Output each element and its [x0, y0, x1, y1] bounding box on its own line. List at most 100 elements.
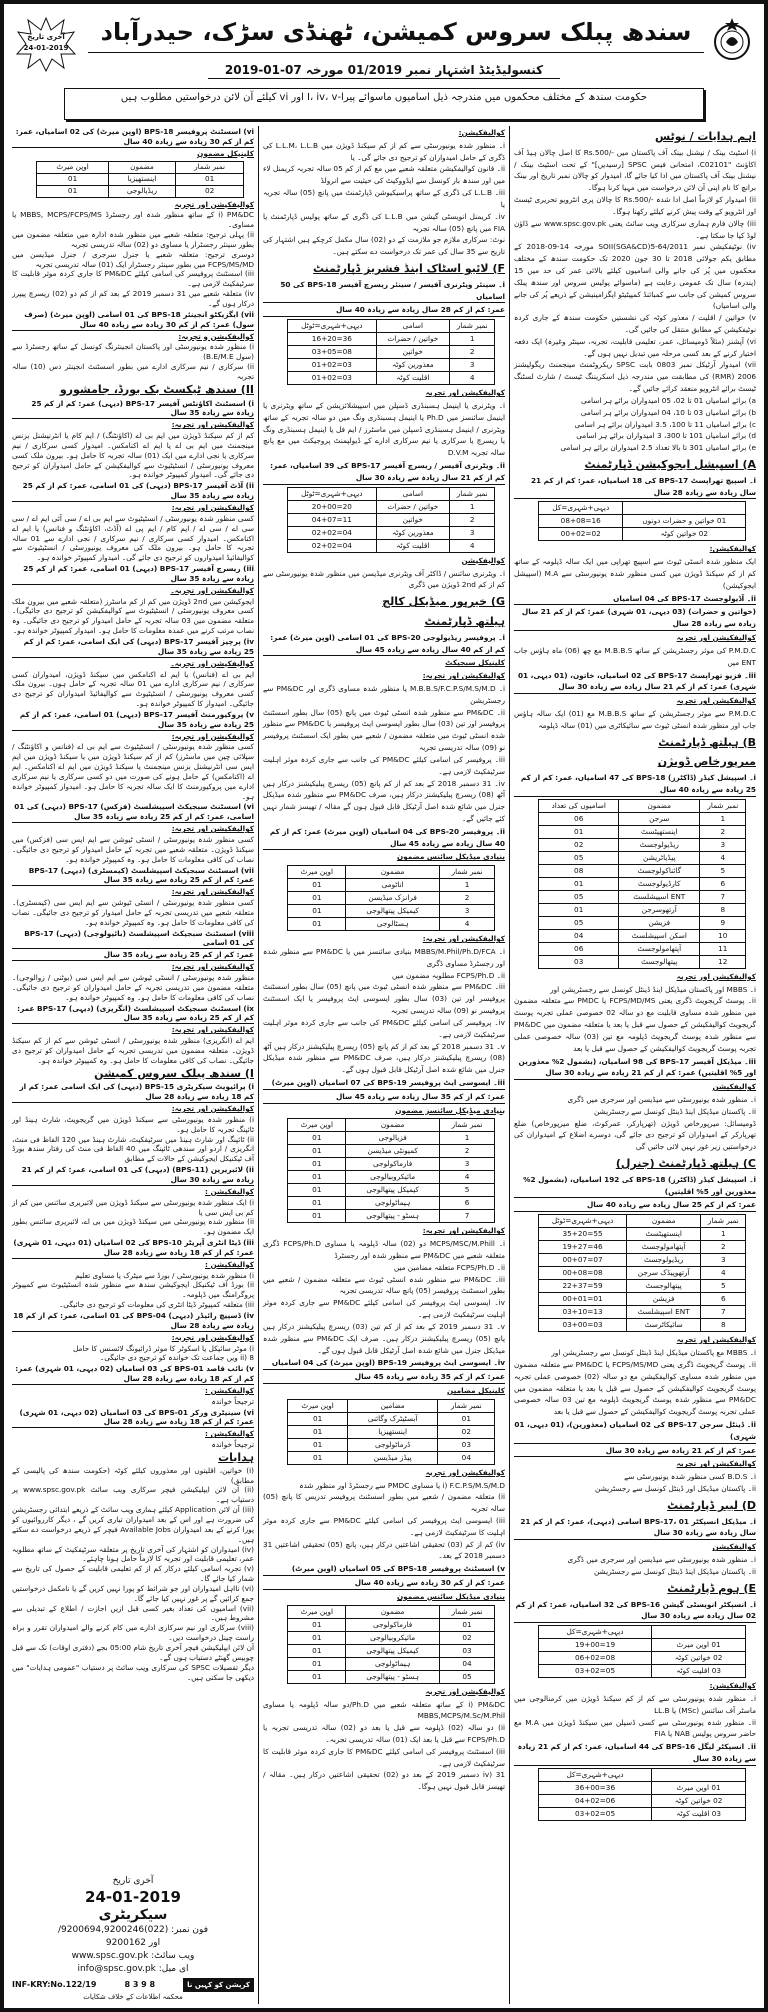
table-row: 7 ہسٹو - پیتھالوجی 01: [287, 1209, 496, 1224]
subheading: کوالیفکیشن اور تجربہ:: [171, 420, 254, 430]
post-title: i۔ پروفیسر ریڈیولوجی BPS-20 کی 01 اسامی …: [263, 632, 505, 657]
table-cell: آرتھوپیڈک سرجن: [625, 1266, 702, 1281]
table-cell: 36=36+00: [538, 1780, 652, 1795]
table-cell: 03 اقلیت کوٹہ: [650, 1664, 747, 1679]
vacancy-table: دیہی+شہری=کل 01 اوپن میرٹ 19=19+00 02 خواتی…: [538, 1625, 747, 1679]
post-title: i۔ اسپیشل کیڈر (ڈاکٹرز) BPS-18 کی 192 اس…: [514, 1174, 756, 1199]
table-header-cell: مضمون: [345, 1604, 440, 1619]
footer: آخری تاریخ 24-01-2019 سیکریٹری فون نمبر:…: [12, 1871, 254, 2004]
subheading: کوالیفکیشن اور تجربہ: [676, 696, 756, 706]
table-cell: 03: [438, 1643, 496, 1658]
table-row: 6 ہیماٹولوجی 01: [287, 1196, 496, 1211]
paragraph: iv۔ 31 دسمبر 2018 کے بعد کم از کم پانچ (…: [263, 778, 505, 823]
helpline-number: 8 3 9 8: [124, 1980, 156, 1989]
paragraph: ii) 8 ویں جماعت تک خواندہ کو ترجیح دی جا…: [99, 1353, 254, 1363]
table-row: 02 مائیکروبیالوجی 01: [287, 1630, 496, 1645]
paragraph: ii۔ منظور شدہ یونیورسٹی سے کسی ڈسپلن میں…: [514, 1717, 756, 1739]
table-cell: کارڈیولوجسٹ: [618, 876, 701, 891]
post-title: iv) ڈسپیچ رائیڈر (دیہی) BPS-04 کی 01 اسا…: [12, 1310, 254, 1332]
table-cell: معذورین کوٹہ: [375, 525, 451, 540]
table-cell: 03 اقلیت کوٹہ: [650, 1806, 747, 1821]
paragraph: v۔ 31 دسمبر 2019 کے بعد کم از کم تین (03…: [263, 1321, 505, 1355]
paragraph: ترجیحاً خواندہ: [211, 1440, 254, 1450]
subheading: کوالیفکیشن اور تجربہ: [676, 1459, 756, 1469]
paragraph: ii۔ پاکستان میڈیکل اور ڈینٹل کونسل سے رج…: [595, 1484, 756, 1493]
post-title: ii۔ انسپکٹر لیگل BPS-16 کی 44 اسامیاں، ع…: [514, 1741, 756, 1766]
post-title: vi) اسسٹنٹ پروفیسر BPS-18 (اوپن میرٹ) کی…: [12, 127, 254, 148]
table-cell: 01: [287, 891, 347, 906]
paragraph: ii۔ FCPS/Ph.D مطلوبہ مضمون میں: [391, 970, 505, 980]
paragraph: i۔ MBBS/M.Phil/Ph.D/FCA بنیادی سائنسز می…: [263, 947, 505, 968]
paragraph: iii۔ پروفیسر کی اسامی کیلئے PM&DC کی جان…: [263, 754, 505, 776]
website-link[interactable]: ویب سائٹ: www.spsc.gov.pk: [71, 1951, 195, 1961]
paragraph: iv۔ کریمنل انویسٹی گیشن میں L.L.B کی ڈگر…: [263, 211, 505, 233]
table-cell: فرانزک میڈیسن: [345, 891, 440, 906]
table-cell: 4: [449, 371, 496, 386]
paragraph: iv) نوٹیفکیشن نمبر SOII(SGA&CD)5-64/2011…: [514, 242, 756, 311]
subheading: کوالیفکیشن اور تجربہ:: [171, 1332, 254, 1342]
post-title: vi) اسسٹنٹ سبجیکٹ اسپیشلسٹ (فزکس) BPS-17…: [12, 802, 254, 824]
post-title: i۔ اسپیچ تھراپسٹ BPS-17 کی 18 اسامیاں، ع…: [514, 475, 756, 500]
subheading: کلینیکل سبجیکٹ: [445, 658, 505, 668]
table-row: 05 ہسٹو - پیتھالوجی 01: [287, 1669, 496, 1684]
section-heading: D) لیبر ڈپارٹمنٹ: [667, 1498, 756, 1512]
secretary-title: سیکریٹری: [98, 1907, 168, 1923]
subheading: کوالیفکیشن اور تجربہ:: [171, 503, 254, 512]
post-title: iii) ریسرچ آفیسر BPS-17 (دیہی) 01 اسامی،…: [12, 564, 254, 585]
table-cell: ریڈیولوجسٹ: [625, 1253, 702, 1268]
table-header-cell: مضمون: [618, 798, 701, 813]
table-row: 4 اقلیت کوٹہ 03=01+02: [287, 371, 496, 386]
subheading: کوالیفکیشن :: [205, 1259, 254, 1269]
subheading: کوالیفکیشن اور تجربہ: [676, 971, 756, 981]
post-title: i۔ میڈیکل انسپکٹر BPS-17، 01 اسامی (دیہی…: [514, 1516, 756, 1541]
post-title: عمر: کم از کم 25 سال زیادہ سے زیادہ 40 س…: [514, 1199, 756, 1213]
paragraph: i) PM&DC کے ساتھ منظور شدہ اور رجسٹرڈ MB…: [12, 210, 255, 230]
table-cell: 01: [287, 1131, 347, 1146]
table-cell: 02: [174, 184, 245, 198]
table-cell: 04: [538, 928, 620, 943]
table-cell: 1: [699, 811, 747, 826]
table-cell: 02 خواتین کوٹہ: [650, 1651, 747, 1666]
paragraph: (i) خواتین، اقلیتوں اور معذوروں کیلئے کو…: [12, 1465, 254, 1485]
post-title: i) اسسٹنٹ اکاؤنٹس آفیسر BPS-17 (دیہی) عم…: [12, 399, 254, 420]
table-header-cell: مضمون: [345, 865, 440, 880]
paragraph: iii۔ PM&DC سے منظور شدہ انسٹی ٹیوٹ سے مت…: [263, 1274, 505, 1296]
table-cell: 01 اوپن میرٹ: [650, 1638, 747, 1653]
table-cell: ہسٹالوجی: [345, 917, 440, 932]
paragraph: i) PM&DC کے ساتھ متعلقہ شعبے میں Ph.D/دو…: [263, 1699, 505, 1721]
table-cell: 6: [438, 1196, 496, 1211]
paragraph: i) منظور شدہ یونیورسٹی اور پاکستان انجین…: [12, 342, 254, 362]
table-row: 10 اسکن اسپیشلسٹ 04: [538, 928, 747, 943]
phone-numbers: فون نمبر: (022)9200694,9200246/: [58, 1925, 208, 1935]
table-cell: 01: [538, 902, 620, 917]
table-row: 03 کیمیکل پیتھالوجی 01: [287, 1643, 496, 1658]
post-title: i) پرائیویٹ سیکریٹری BPS-15 (دیہی) کی ای…: [12, 1082, 254, 1104]
table-header-cell: اوپن میرٹ: [287, 865, 347, 880]
section-heading: C) ہیلتھ ڈپارٹمنٹ (جنرل): [615, 1157, 756, 1170]
paragraph: i۔ M.B.B.S/F.C.P.S/M.S/M.D یا منظور شدہ …: [263, 684, 505, 705]
vacancy-table: دیہی+شہری=کل 01 خواتین و حضرات دونوں 16=08…: [538, 501, 747, 542]
table-header-cell: مضمون: [107, 160, 176, 174]
table-header-cell: دیہی+شہری=ٹوٹل: [538, 1214, 627, 1229]
paragraph: ii) منظور شدہ یونیورسٹی میں سیکنڈ ڈویژن …: [12, 1217, 254, 1237]
table-row: 3 کیمیکل پیتھالوجی 01: [287, 904, 496, 919]
table-row: 6 فزیشن 01=00+01: [538, 1292, 747, 1307]
email-link[interactable]: ای میل: info@spsc.gov.pk: [77, 1964, 189, 1974]
table-header-cell: [650, 1625, 747, 1640]
paragraph: P.M.D.C سے موثر رجسٹریشن کے ساتھ M.B.B.S…: [514, 708, 756, 730]
table-header-cell: نمبر شمار: [438, 1118, 496, 1133]
paragraph: ii۔ FCPS/Ph.D متعلقہ مضامین میں: [393, 1262, 505, 1272]
paragraph: b) برائے اسامیاں 03 تا 10، 04 امیدواران …: [580, 407, 756, 417]
starburst-icon: [15, 16, 77, 73]
table-row: 3 معذورین کوٹہ 03=01+02: [287, 358, 496, 373]
post-title: ii۔ ڈینٹل سرجن BPS-17 کی 02 اسامیاں (معذ…: [514, 1419, 756, 1444]
table-cell: 4: [700, 1266, 747, 1281]
section-heading: ہدایات: [218, 1450, 254, 1464]
table-cell: 01: [287, 1183, 347, 1198]
paragraph: (iii) آن لائن Application کیلئے ہماری وی…: [12, 1505, 254, 1544]
section-heading: II) سندھ ٹیکسٹ بک بورڈ، جامشورو: [59, 382, 254, 396]
subheading: کوالیفکیشن اور تجربہ: [676, 1335, 756, 1345]
table-cell: 36=16+20: [287, 332, 377, 347]
subheading: کوالیفکیشن اور تجربہ: [676, 633, 756, 643]
paragraph: i۔ MBBS اور پاکستان میڈیکل اینڈ ڈینٹل کو…: [550, 984, 756, 994]
